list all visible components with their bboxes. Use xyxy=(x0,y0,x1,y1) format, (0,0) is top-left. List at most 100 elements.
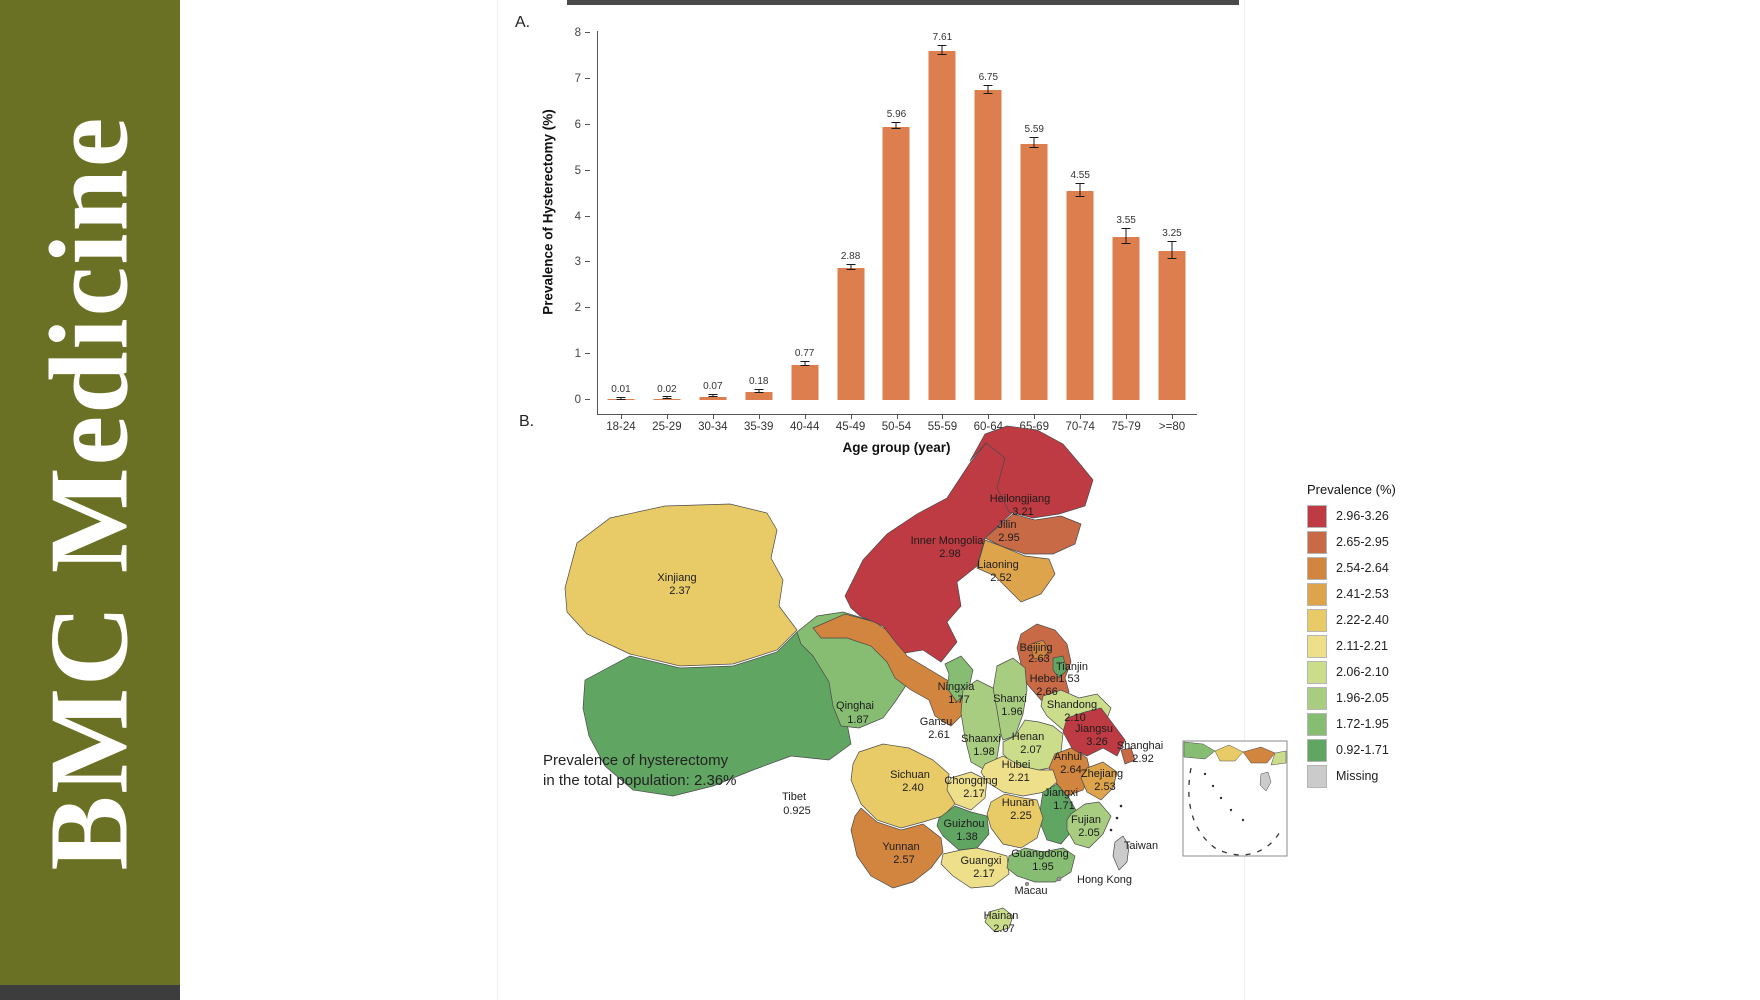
label-guangdong: Guangdong xyxy=(1011,848,1069,860)
value-beijing: 2.63 xyxy=(1028,653,1049,665)
label-inner-mongolia: Inner Mongolia xyxy=(911,535,985,547)
x-tick-label: 55-59 xyxy=(927,421,958,433)
value-shandong: 2.10 xyxy=(1064,712,1085,724)
label-guizhou: Guizhou xyxy=(944,818,985,830)
value-fujian: 2.05 xyxy=(1078,827,1099,839)
value-inner-mongolia: 2.98 xyxy=(939,548,960,560)
legend-row: 2.54-2.64 xyxy=(1307,555,1447,581)
legend-label: 2.65-2.95 xyxy=(1336,535,1389,549)
bar-value-label: 0.01 xyxy=(611,384,631,396)
legend-label: 1.96-2.05 xyxy=(1336,691,1389,705)
y-tick-mark xyxy=(585,123,590,125)
hong-kong-marker xyxy=(1056,876,1062,882)
value-jiangsu: 3.26 xyxy=(1086,736,1107,748)
province-zhejiang xyxy=(1080,761,1118,801)
error-bar-55-59 xyxy=(937,45,947,55)
panel-a-label: A. xyxy=(515,14,531,31)
y-tick-mark xyxy=(585,169,590,171)
y-tick-mark xyxy=(585,77,590,79)
province-taiwan xyxy=(1112,835,1130,871)
bar-75-79 xyxy=(1112,237,1140,400)
x-tick-label: 35-39 xyxy=(744,421,774,433)
x-tick-label: 50-54 xyxy=(881,421,912,433)
label-shanxi: Shanxi xyxy=(993,693,1027,705)
bar-value-label: 0.07 xyxy=(703,381,723,393)
y-tick-label-4: 4 xyxy=(574,210,581,223)
value-hubei: 2.21 xyxy=(1008,772,1029,784)
legend-row: Missing xyxy=(1307,763,1447,789)
x-tick-mark xyxy=(712,414,714,419)
label-tianjin: Tianjin xyxy=(1056,661,1088,673)
panel-b-label: B. xyxy=(519,413,535,430)
legend-row: 2.11-2.21 xyxy=(1307,633,1447,659)
sidebar-footer-strip xyxy=(0,985,180,1000)
label-fujian: Fujian xyxy=(1071,814,1101,826)
province-jiangsu xyxy=(1062,707,1126,757)
bar-group-25-29: 0.02 xyxy=(644,33,690,400)
macau-marker xyxy=(1025,882,1029,886)
province-inner-mongolia xyxy=(844,441,1014,663)
value-shanghai: 2.92 xyxy=(1132,753,1153,765)
legend-swatch xyxy=(1307,738,1327,762)
y-tick-mark xyxy=(585,307,590,309)
y-tick-mark xyxy=(585,32,590,33)
province-yunnan xyxy=(850,807,944,889)
x-tick-mark xyxy=(1126,414,1128,419)
x-tick-mark xyxy=(620,414,622,419)
label-gansu: Gansu xyxy=(920,716,952,728)
journal-sidebar: BMC Medicine xyxy=(0,0,180,985)
province-guangdong xyxy=(1006,847,1076,883)
value-gansu: 2.61 xyxy=(928,729,949,741)
label-chongqing: Chongqing xyxy=(944,775,997,787)
province-hunan xyxy=(986,793,1044,849)
bar-70-74 xyxy=(1066,191,1094,400)
value-zhejiang: 2.53 xyxy=(1094,781,1115,793)
value-hunan: 2.25 xyxy=(1010,810,1031,822)
legend-swatch xyxy=(1307,556,1327,580)
legend-row: 2.41-2.53 xyxy=(1307,581,1447,607)
bar-65-69 xyxy=(1020,143,1048,400)
x-tick-mark xyxy=(896,414,898,419)
bar-group-30-34: 0.07 xyxy=(690,33,736,400)
legend-row: 2.96-3.26 xyxy=(1307,503,1447,529)
bar-group-65-69: 5.59 xyxy=(1011,33,1057,400)
province-tianjin xyxy=(1052,655,1068,679)
label-jiangsu: Jiangsu xyxy=(1075,723,1113,735)
annotation-line2: in the total population: 2.36% xyxy=(543,772,736,789)
journal-title: BMC Medicine xyxy=(27,115,152,870)
value-jiangxi: 1.71 xyxy=(1053,800,1074,812)
x-tick-mark xyxy=(988,414,990,419)
legend-row: 1.72-1.95 xyxy=(1307,711,1447,737)
bar-35-39 xyxy=(745,391,773,400)
province-fujian xyxy=(1066,801,1112,849)
error-bar-70-74 xyxy=(1075,183,1085,198)
bar-value-label: 0.02 xyxy=(657,383,677,395)
province-liaoning xyxy=(976,539,1056,603)
x-tick-label: 45-49 xyxy=(835,421,866,433)
top-crop-strip xyxy=(567,0,1239,5)
legend-label: 2.54-2.64 xyxy=(1336,561,1389,575)
bar->=80 xyxy=(1158,250,1186,400)
value-guangxi: 2.17 xyxy=(973,868,994,880)
x-tick-mark xyxy=(804,414,806,419)
bar-55-59 xyxy=(928,50,956,400)
x-tick-label: 75-79 xyxy=(1111,421,1141,433)
error-bar-60-64 xyxy=(983,84,993,95)
y-tick-mark xyxy=(585,399,590,400)
error-bar-18-24 xyxy=(616,396,626,400)
y-tick-mark xyxy=(585,215,590,217)
value-xinjiang: 2.37 xyxy=(669,585,690,597)
legend-swatch xyxy=(1307,634,1327,658)
value-heilongjiang: 3.21 xyxy=(1012,506,1033,518)
province-xinjiang xyxy=(564,503,798,667)
value-shanxi: 1.96 xyxy=(1001,706,1022,718)
legend-swatch xyxy=(1307,504,1327,528)
bar-group-70-74: 4.55 xyxy=(1057,33,1103,400)
label-heilongjiang: Heilongjiang xyxy=(990,493,1051,505)
bar-40-44 xyxy=(791,364,819,400)
bar-group-40-44: 0.77 xyxy=(782,33,828,400)
label-anhui: Anhui xyxy=(1054,751,1082,763)
legend-row: 2.22-2.40 xyxy=(1307,607,1447,633)
y-tick-label-3: 3 xyxy=(574,256,581,269)
legend-swatch xyxy=(1307,530,1327,554)
